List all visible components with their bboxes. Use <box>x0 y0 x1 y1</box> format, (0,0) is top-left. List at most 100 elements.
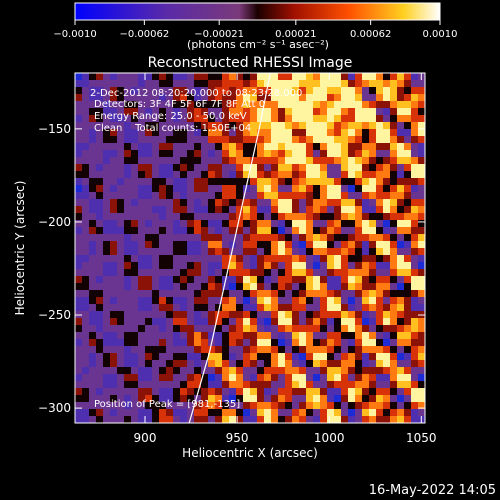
heatmap-cell <box>180 192 188 200</box>
heatmap-cell <box>152 241 160 249</box>
heatmap-cell <box>397 115 405 123</box>
heatmap-cell <box>362 388 370 396</box>
heatmap-cell <box>404 129 412 137</box>
heatmap-cell <box>341 129 349 137</box>
heatmap-cell <box>390 318 398 326</box>
heatmap-cell <box>264 241 272 249</box>
heatmap-cell <box>103 318 111 326</box>
heatmap-cell <box>103 143 111 151</box>
heatmap-cell <box>201 213 209 221</box>
heatmap-cell <box>376 409 384 417</box>
heatmap-cell <box>215 318 223 326</box>
heatmap-cell <box>110 122 118 130</box>
heatmap-cell <box>376 199 384 207</box>
heatmap-cell <box>271 73 279 81</box>
heatmap-cell <box>313 360 321 368</box>
heatmap-cell <box>271 199 279 207</box>
heatmap-cell <box>103 353 111 361</box>
heatmap-cell <box>250 304 258 312</box>
heatmap-cell <box>341 115 349 123</box>
heatmap-cell <box>355 171 363 179</box>
heatmap-cell <box>320 311 328 319</box>
heatmap-cell <box>159 115 167 123</box>
heatmap-cell <box>145 143 153 151</box>
heatmap-cell <box>103 409 111 417</box>
heatmap-cell <box>194 94 202 102</box>
heatmap-cell <box>243 332 251 340</box>
heatmap-cell <box>348 395 356 403</box>
heatmap-cell <box>194 325 202 333</box>
heatmap-cell <box>278 353 286 361</box>
heatmap-cell <box>397 311 405 319</box>
heatmap-cell <box>383 381 391 389</box>
heatmap-cell <box>334 227 342 235</box>
heatmap-cell <box>138 94 146 102</box>
heatmap-cell <box>166 206 174 214</box>
heatmap-cell <box>166 318 174 326</box>
heatmap-cell <box>103 402 111 410</box>
heatmap-cell <box>194 157 202 165</box>
heatmap-cell <box>299 248 307 256</box>
heatmap-cell <box>327 199 335 207</box>
heatmap-cell <box>327 157 335 165</box>
heatmap-cell <box>229 94 237 102</box>
heatmap-cell <box>313 346 321 354</box>
heatmap-cell <box>138 395 146 403</box>
heatmap-cell <box>110 80 118 88</box>
heatmap-cell <box>285 262 293 270</box>
heatmap-cell <box>362 227 370 235</box>
heatmap-cell <box>145 360 153 368</box>
heatmap-cell <box>306 122 314 130</box>
heatmap-cell <box>376 192 384 200</box>
heatmap-cell <box>159 199 167 207</box>
heatmap-cell <box>117 248 125 256</box>
heatmap-cell <box>159 108 167 116</box>
heatmap-cell <box>320 339 328 347</box>
colorbar-tick-label: −0.00062 <box>119 29 169 40</box>
heatmap-cell <box>103 206 111 214</box>
heatmap-cell <box>96 129 104 137</box>
heatmap-cell <box>180 185 188 193</box>
heatmap-cell <box>250 101 258 109</box>
heatmap-cell <box>152 262 160 270</box>
heatmap-cell <box>390 129 398 137</box>
heatmap-cell <box>145 220 153 228</box>
heatmap-cell <box>124 367 132 375</box>
heatmap-cell <box>362 143 370 151</box>
heatmap-cell <box>159 213 167 221</box>
heatmap-cell <box>418 94 425 102</box>
heatmap-cell <box>103 80 111 88</box>
heatmap-cell <box>334 304 342 312</box>
heatmap-cell <box>75 325 83 333</box>
heatmap-cell <box>131 360 139 368</box>
heatmap-cell <box>82 374 90 382</box>
heatmap-cell <box>271 213 279 221</box>
heatmap-cell <box>390 395 398 403</box>
heatmap-cell <box>369 129 377 137</box>
heatmap-cell <box>103 255 111 263</box>
heatmap-cell <box>152 255 160 263</box>
heatmap-cell <box>243 276 251 284</box>
heatmap-cell <box>166 248 174 256</box>
heatmap-cell <box>285 332 293 340</box>
heatmap-cell <box>376 136 384 144</box>
heatmap-cell <box>243 122 251 130</box>
heatmap-cell <box>215 346 223 354</box>
heatmap-cell <box>362 136 370 144</box>
heatmap-cell <box>201 290 209 298</box>
heatmap-cell <box>306 360 314 368</box>
heatmap-cell <box>152 318 160 326</box>
heatmap-cell <box>369 73 377 81</box>
heatmap-cell <box>313 325 321 333</box>
heatmap-cell <box>201 276 209 284</box>
heatmap-cell <box>194 73 202 81</box>
heatmap-cell <box>355 241 363 249</box>
heatmap-cell <box>75 409 83 417</box>
heatmap-cell <box>348 339 356 347</box>
heatmap-cell <box>159 402 167 410</box>
heatmap-cell <box>117 262 125 270</box>
heatmap-cell <box>411 360 419 368</box>
heatmap-cell <box>250 416 258 423</box>
heatmap-cell <box>145 213 153 221</box>
heatmap-cell <box>89 381 97 389</box>
